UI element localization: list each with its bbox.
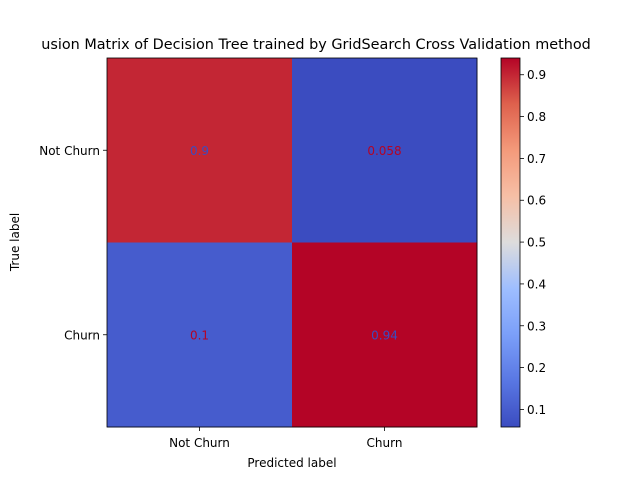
x-tick-label: Not Churn xyxy=(169,436,230,450)
x-axis-ticks: Not Churn Churn xyxy=(169,427,402,450)
heatmap-cell xyxy=(107,58,293,243)
colorbar-tick-label: 0.7 xyxy=(527,152,546,166)
heatmap-cell-labels: 0.9 0.058 0.1 0.94 xyxy=(190,144,402,343)
x-axis-label: Predicted label xyxy=(247,456,336,470)
chart-title: usion Matrix of Decision Tree trained by… xyxy=(41,37,591,53)
y-tick-label: Churn xyxy=(64,328,100,342)
y-axis-ticks: Not Churn Churn xyxy=(39,144,107,342)
x-tick-label: Churn xyxy=(367,436,403,450)
cell-value-label: 0.058 xyxy=(367,144,401,158)
colorbar-tick-label: 0.6 xyxy=(527,194,546,208)
heatmap-cell xyxy=(107,242,293,428)
colorbar-tick-label: 0.1 xyxy=(527,403,546,417)
cell-value-label: 0.94 xyxy=(371,328,398,342)
cell-value-label: 0.9 xyxy=(190,144,209,158)
y-tick-label: Not Churn xyxy=(39,144,100,158)
colorbar xyxy=(500,57,521,428)
heatmap-cell xyxy=(292,58,478,243)
colorbar-tick-label: 0.4 xyxy=(527,277,546,291)
colorbar-tick-label: 0.5 xyxy=(527,236,546,250)
colorbar-tick-label: 0.2 xyxy=(527,361,546,375)
cell-value-label: 0.1 xyxy=(190,328,209,342)
colorbar-tick-label: 0.3 xyxy=(527,319,546,333)
colorbar-ticks: 0.1 0.2 0.3 0.4 0.5 0.6 0.7 0.8 0.9 xyxy=(520,68,546,417)
y-axis-label: True label xyxy=(8,213,22,272)
colorbar-tick-label: 0.9 xyxy=(527,68,546,82)
heatmap-cell xyxy=(292,242,478,428)
colorbar-tick-label: 0.8 xyxy=(527,110,546,124)
plot-frame xyxy=(106,57,478,428)
heatmap-cells xyxy=(107,58,478,428)
